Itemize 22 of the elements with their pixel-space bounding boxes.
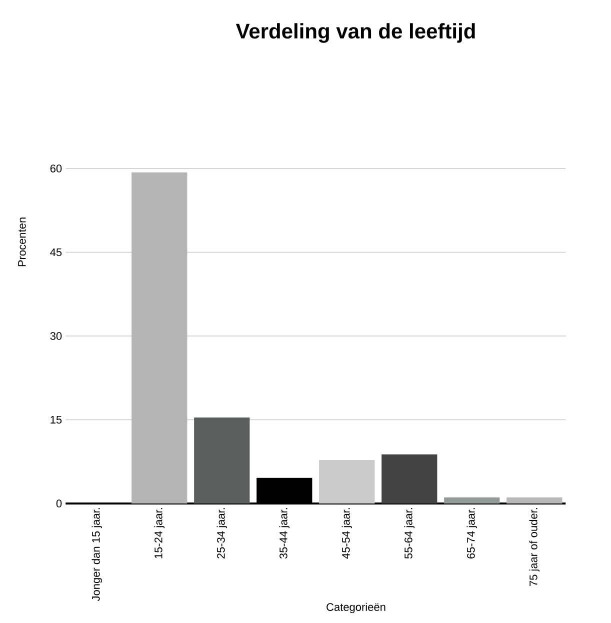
chart-title: Verdeling van de leeftijd — [236, 23, 475, 43]
x-tick-label: Jonger dan 15 jaar. — [92, 508, 102, 602]
x-tick-label: 35-44 jaar. — [279, 508, 290, 559]
bar — [194, 418, 250, 504]
y-tick-label: 15 — [50, 416, 62, 424]
bar — [132, 172, 188, 504]
bar — [506, 497, 562, 504]
y-tick-label: 60 — [50, 164, 62, 172]
y-tick-label: 0 — [56, 500, 62, 508]
x-tick-label: 75 jaar of ouder. — [529, 508, 540, 586]
y-axis-title: Procenten — [18, 218, 26, 266]
bar — [382, 454, 438, 504]
x-tick-label: 25-34 jaar. — [216, 508, 227, 558]
y-tick-label: 30 — [50, 332, 62, 340]
y-tick-label: 45 — [50, 248, 62, 256]
x-tick-label: 65-74 jaar. — [466, 508, 477, 558]
bar — [444, 497, 500, 504]
x-axis-title: Categorieën — [326, 602, 386, 614]
x-tick-label: 55-64 jaar. — [404, 508, 414, 559]
x-tick-label: 45-54 jaar. — [342, 508, 352, 559]
bar — [319, 460, 375, 504]
x-tick-label: 15-24 jaar. — [154, 508, 164, 558]
